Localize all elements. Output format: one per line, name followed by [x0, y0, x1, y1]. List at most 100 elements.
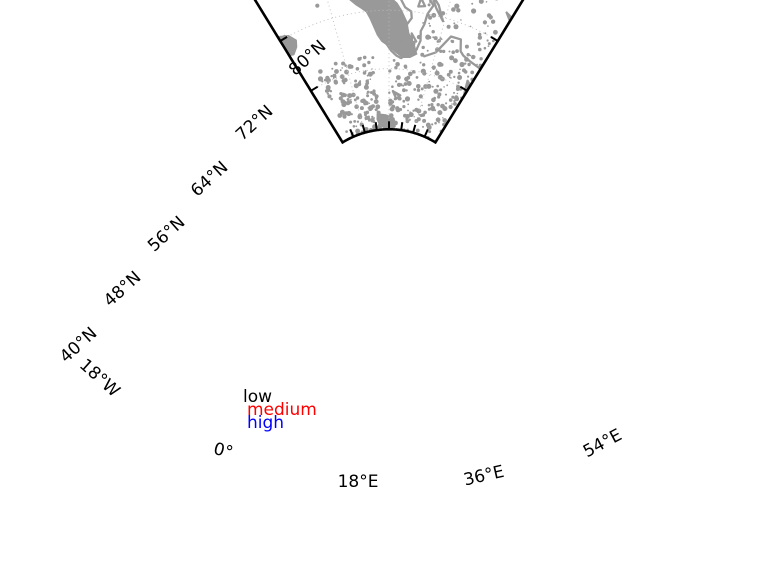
land-speckle: [403, 82, 408, 86]
land-speckle: [470, 70, 475, 75]
land-speckle: [479, 57, 483, 61]
land-speckle: [421, 113, 426, 117]
land-speckle: [366, 74, 369, 77]
land-speckle: [431, 85, 434, 88]
land-speckle: [466, 53, 470, 57]
land-speckle: [439, 37, 442, 40]
axis-tick: [349, 128, 355, 138]
land-speckle: [453, 91, 455, 94]
land-speckle: [327, 82, 329, 85]
land-speckle: [370, 98, 373, 101]
land-speckle: [397, 97, 402, 101]
land-speckle: [453, 75, 456, 79]
axis-tick: [490, 36, 499, 42]
land-speckle: [428, 15, 433, 20]
land-speckle: [355, 128, 360, 134]
land-speckle: [429, 0, 433, 4]
land-speckle: [367, 60, 371, 65]
land-speckle: [393, 120, 398, 126]
land-speckle: [437, 92, 442, 97]
axis-tick: [310, 85, 319, 92]
land-speckle: [445, 93, 447, 96]
land-speckle: [427, 13, 430, 17]
land-speckle: [457, 81, 460, 84]
land-speckle: [406, 81, 412, 86]
land-speckle: [334, 70, 338, 73]
land-speckle: [476, 63, 478, 66]
land-speckle: [469, 25, 472, 28]
land-speckle: [391, 104, 396, 109]
land-speckle: [435, 69, 438, 71]
land-speckle: [448, 69, 453, 74]
land-speckle: [410, 50, 415, 55]
land-speckle: [345, 102, 348, 105]
land-speckle: [357, 114, 361, 119]
land-speckle: [489, 17, 492, 20]
land-speckle: [389, 113, 394, 118]
land-speckle: [427, 103, 431, 107]
land-speckle: [430, 105, 436, 111]
land-speckle: [389, 105, 391, 107]
land-speckle: [367, 107, 370, 109]
land-speckle: [346, 98, 350, 101]
land-speckle: [422, 63, 426, 67]
land-speckle: [374, 96, 378, 100]
land-speckle: [453, 58, 458, 64]
land-speckle: [405, 78, 409, 82]
land-speckle: [396, 75, 401, 80]
land-speckle: [409, 111, 411, 113]
land-speckle: [404, 65, 408, 69]
land-speckle: [435, 117, 441, 123]
land-speckle: [342, 79, 346, 83]
land-speckle: [438, 89, 440, 91]
land-speckle: [353, 83, 359, 89]
land-speckle: [483, 46, 487, 50]
land-speckle: [493, 29, 498, 35]
land-speckle: [339, 74, 345, 80]
land-speckle: [428, 80, 431, 83]
land-speckle: [467, 75, 470, 78]
land-speckle: [363, 111, 367, 114]
land-speckle: [420, 87, 424, 91]
land-speckle: [356, 120, 360, 123]
land-speckle: [416, 48, 419, 50]
land-speckle: [349, 120, 353, 124]
land-speckle: [395, 50, 399, 54]
land-speckle: [460, 19, 462, 21]
land-speckle: [359, 56, 362, 60]
land-speckle: [364, 113, 367, 117]
land-speckle: [353, 98, 357, 102]
land-speckle: [408, 112, 414, 118]
land-speckle: [376, 110, 381, 115]
land-speckle: [434, 121, 437, 125]
land-speckle: [423, 110, 427, 115]
land-speckle: [350, 98, 352, 101]
land-speckle: [420, 68, 426, 74]
land-speckle: [415, 76, 419, 79]
land-speckle: [416, 34, 422, 40]
land-speckle: [407, 103, 410, 106]
land-speckle: [418, 94, 423, 99]
land-speckle: [406, 75, 411, 80]
land-polygon: [341, 0, 418, 59]
land-speckle: [368, 102, 371, 105]
land-speckle: [455, 49, 459, 53]
land-speckle: [418, 114, 421, 116]
land-speckle: [395, 80, 398, 83]
land-speckle: [330, 75, 333, 78]
land-speckle: [317, 76, 324, 82]
land-speckle: [395, 62, 400, 67]
land-speckle: [478, 32, 482, 37]
axis-tick: [459, 85, 468, 92]
land-speckle: [440, 63, 444, 67]
land-speckle: [371, 56, 375, 60]
land-speckle: [457, 75, 463, 80]
land-speckle: [360, 99, 364, 103]
land-speckle: [454, 95, 459, 100]
land-speckle: [420, 52, 425, 57]
land-speckle: [354, 104, 359, 109]
land-speckle: [364, 70, 367, 73]
land-speckle: [415, 128, 420, 133]
land-speckle: [487, 42, 491, 46]
